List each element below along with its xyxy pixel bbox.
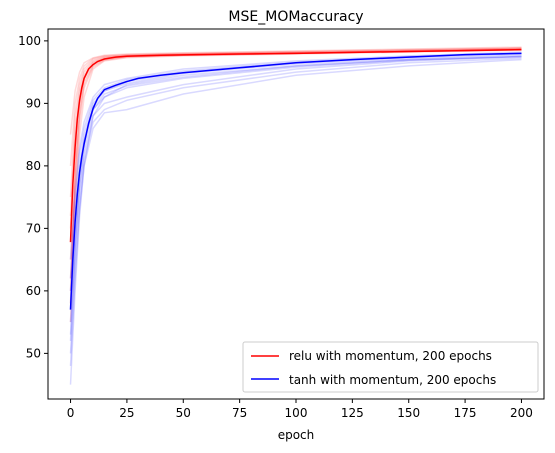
relu-run-line-8	[69, 48, 522, 304]
tanh-run-line-6	[69, 55, 522, 323]
relu-run-line-9	[69, 47, 522, 198]
tanh-run-line-8	[69, 52, 522, 279]
x-tick-label-25: 25	[119, 406, 134, 420]
relu-run-line-1	[69, 47, 522, 216]
tanh-run-line-9	[69, 56, 522, 335]
x-tick-label-125: 125	[341, 406, 364, 420]
x-axis-ticks: 0 25 50 75 100 125 150 175 200	[67, 399, 533, 420]
legend-label-relu: relu with momentum, 200 epochs	[289, 349, 492, 363]
tanh-run-line-3	[69, 51, 522, 260]
tanh-run-line-4	[69, 57, 522, 354]
y-tick-label-100: 100	[18, 34, 41, 48]
x-tick-label-50: 50	[176, 406, 191, 420]
y-tick-label-80: 80	[26, 159, 41, 173]
tanh-run-line-2	[69, 55, 522, 341]
relu-run-line-4	[69, 49, 522, 323]
mean-series-layer	[69, 48, 522, 310]
x-tick-label-150: 150	[397, 406, 420, 420]
x-tick-label-200: 200	[510, 406, 533, 420]
legend-label-tanh: tanh with momentum, 200 epochs	[289, 373, 496, 387]
relu-run-line-3	[69, 47, 522, 166]
legend-box	[242, 341, 539, 393]
x-tick-label-175: 175	[454, 406, 477, 420]
relu-run-line-7	[69, 46, 522, 135]
faint-runs-layer	[69, 46, 522, 385]
chart-title: MSE_MOMaccuracy	[228, 9, 363, 25]
tanh-mean-line	[69, 52, 522, 310]
x-tick-label-100: 100	[285, 406, 308, 420]
tanh-run-line-1	[69, 52, 522, 291]
y-tick-label-90: 90	[26, 96, 41, 110]
y-tick-label-50: 50	[26, 346, 41, 360]
tanh-run-line-7	[69, 58, 522, 366]
x-tick-label-75: 75	[232, 406, 247, 420]
legend: relu with momentum, 200 epochs tanh with…	[242, 341, 539, 393]
y-tick-label-70: 70	[26, 221, 41, 235]
tanh-run-line-5	[69, 53, 522, 304]
tanh-run-line-0	[69, 55, 522, 385]
y-tick-label-60: 60	[26, 284, 41, 298]
x-axis-label: epoch	[278, 428, 315, 442]
relu-mean-line	[69, 48, 522, 243]
x-tick-label-0: 0	[67, 406, 75, 420]
y-axis-ticks: 50 60 70 80 90 100	[18, 34, 48, 360]
